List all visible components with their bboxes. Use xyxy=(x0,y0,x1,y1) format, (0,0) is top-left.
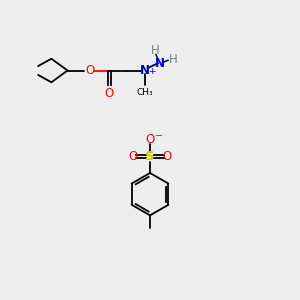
Text: O: O xyxy=(163,150,172,163)
Text: −: − xyxy=(155,131,163,142)
Text: O: O xyxy=(105,87,114,100)
Text: +: + xyxy=(148,68,156,76)
Text: N: N xyxy=(140,64,150,77)
Text: S: S xyxy=(145,150,155,163)
Text: H: H xyxy=(151,44,159,57)
Text: H: H xyxy=(169,53,177,66)
Text: N: N xyxy=(154,57,164,70)
Text: O: O xyxy=(146,133,154,146)
Text: CH₃: CH₃ xyxy=(136,88,153,97)
Text: O: O xyxy=(128,150,137,163)
Text: O: O xyxy=(85,64,95,77)
